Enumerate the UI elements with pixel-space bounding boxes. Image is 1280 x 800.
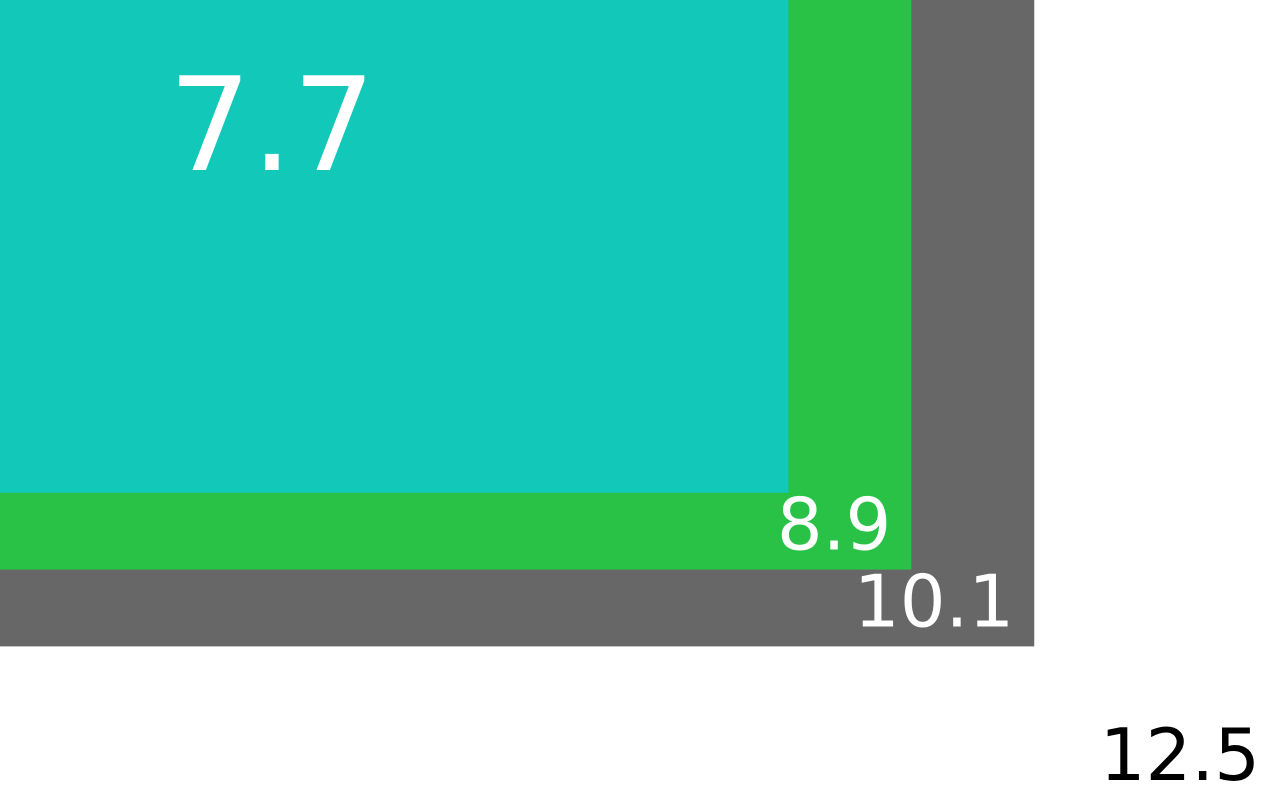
value-label-outer: 12.5 — [1100, 713, 1260, 797]
value-label-second: 10.1 — [854, 559, 1014, 643]
value-label-third: 8.9 — [777, 483, 892, 567]
chart-value-labels: 12.5 10.18.9 7.7 — [169, 49, 1260, 797]
rect-inner — [0, 0, 789, 493]
value-label-inner: 7.7 — [169, 49, 376, 201]
